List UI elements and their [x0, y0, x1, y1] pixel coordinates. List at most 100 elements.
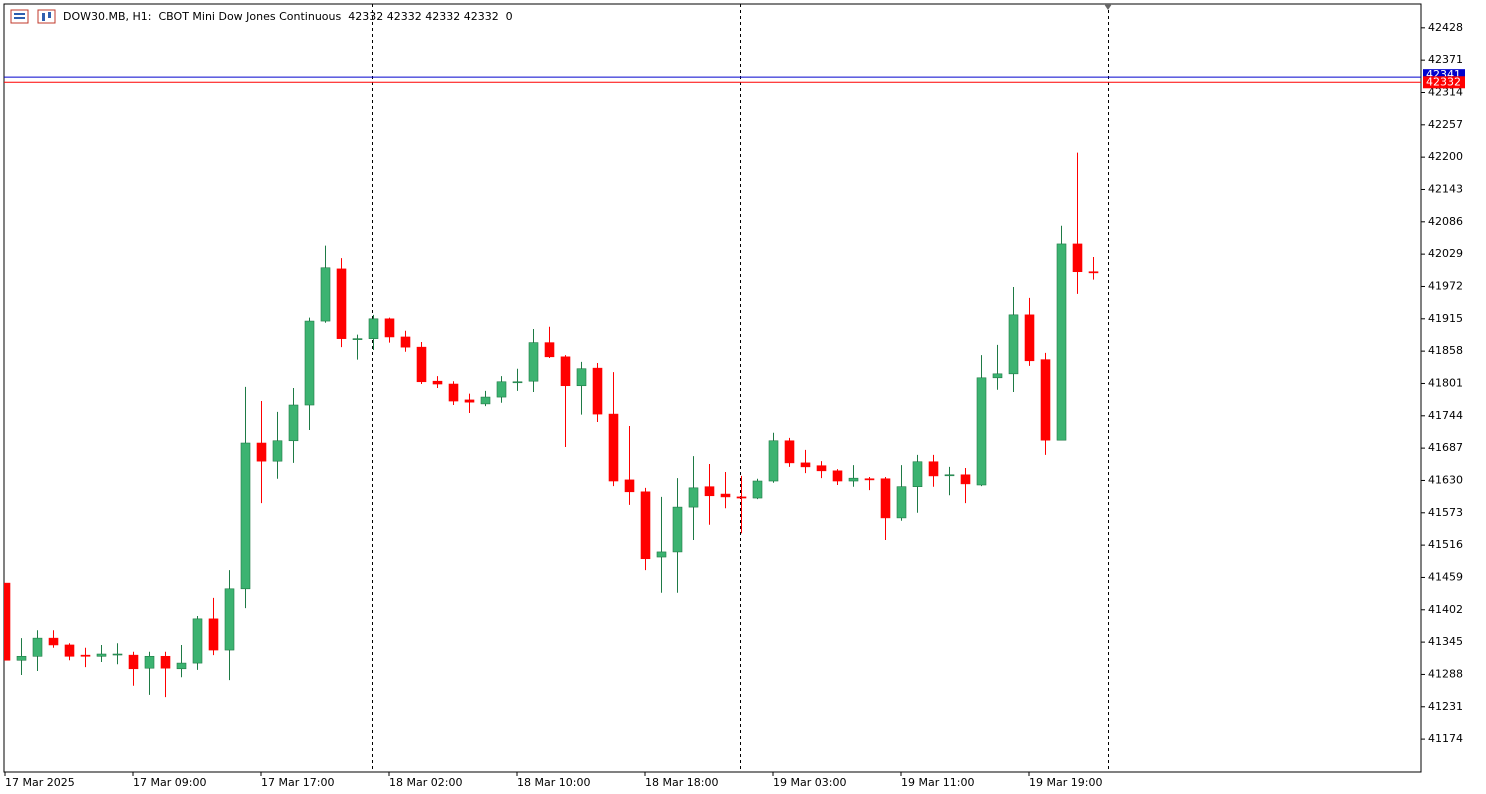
- candle-body: [208, 618, 219, 651]
- candle-body: [96, 653, 107, 657]
- y-tick-label: 41174: [1428, 732, 1463, 745]
- y-tick-label: 42371: [1428, 53, 1463, 66]
- candle-body: [464, 399, 475, 403]
- x-tick-label: 18 Mar 18:00: [645, 776, 718, 789]
- candle-body: [960, 474, 971, 485]
- x-tick-label: 18 Mar 02:00: [389, 776, 462, 789]
- candle-body: [112, 653, 123, 656]
- x-tick-label: 17 Mar 2025: [5, 776, 75, 789]
- x-tick-label: 19 Mar 03:00: [773, 776, 846, 789]
- candle-body: [512, 381, 523, 384]
- candle-body: [128, 654, 139, 670]
- candle-body: [240, 442, 251, 590]
- candle-body: [1072, 243, 1083, 273]
- icon: [48, 12, 51, 18]
- candle-body: [896, 486, 907, 519]
- candle-body: [448, 383, 459, 402]
- y-tick-label: 41345: [1428, 635, 1463, 648]
- candle-body: [272, 440, 283, 462]
- candle-body: [432, 380, 443, 385]
- y-tick-label: 41972: [1428, 279, 1463, 292]
- candle-body: [416, 346, 427, 383]
- plot-area: [3, 3, 1422, 773]
- y-tick-label: 41573: [1428, 506, 1463, 519]
- candle-body: [48, 637, 59, 646]
- candle-body: [368, 318, 379, 339]
- y-tick-label: 41630: [1428, 473, 1463, 486]
- candle-body: [992, 373, 1003, 379]
- bid-label: 42332: [1426, 75, 1461, 88]
- candle-body: [304, 320, 315, 406]
- y-tick-label: 41459: [1428, 570, 1463, 583]
- candle-body: [688, 487, 699, 508]
- y-tick-label: 41915: [1428, 312, 1463, 325]
- candle-body: [720, 493, 731, 498]
- y-tick-label: 42086: [1428, 215, 1463, 228]
- candle-body: [144, 655, 155, 669]
- candle-body: [912, 461, 923, 487]
- y-tick-label: 41231: [1428, 700, 1463, 713]
- current-time-marker: [1104, 4, 1112, 10]
- candle-body: [736, 496, 747, 499]
- candle-body: [64, 644, 75, 657]
- candle-body: [576, 368, 587, 387]
- candle-body: [16, 655, 27, 661]
- candle-body: [32, 637, 43, 657]
- y-tick-label: 41801: [1428, 376, 1463, 389]
- x-tick-label: 19 Mar 19:00: [1029, 776, 1102, 789]
- candle-body: [256, 442, 267, 462]
- y-tick-label: 42428: [1428, 21, 1463, 34]
- candle-body: [80, 654, 91, 657]
- y-tick-label: 42029: [1428, 247, 1463, 260]
- y-tick-label: 42257: [1428, 118, 1463, 131]
- candle-body: [160, 655, 171, 669]
- candle-body: [1056, 243, 1067, 441]
- candle-body: [944, 474, 955, 477]
- candle-body: [400, 336, 411, 348]
- candle-body: [784, 440, 795, 464]
- candle-body: [976, 377, 987, 486]
- y-tick-label: 41516: [1428, 538, 1463, 551]
- candle-body: [880, 478, 891, 519]
- candle-body: [336, 268, 347, 339]
- candle-body: [864, 478, 875, 481]
- icon: [42, 13, 45, 21]
- candle-body: [4, 582, 11, 661]
- candle-body: [1088, 271, 1099, 274]
- candle-body: [704, 486, 715, 497]
- y-tick-label: 42314: [1428, 85, 1463, 98]
- candle-body: [496, 381, 507, 398]
- candle-body: [384, 318, 395, 338]
- candle-body: [800, 462, 811, 468]
- candle-body: [672, 506, 683, 553]
- icon: [14, 17, 25, 19]
- candle-body: [816, 465, 827, 472]
- icon: [37, 9, 56, 24]
- candle-body: [176, 662, 187, 670]
- bid-label-box: [1423, 76, 1465, 89]
- y-tick-label: 41858: [1428, 344, 1463, 357]
- y-tick-label: 41288: [1428, 667, 1463, 680]
- candle-body: [608, 413, 619, 482]
- candle-body: [592, 367, 603, 415]
- candle-body: [224, 588, 235, 651]
- toolbar-icons: [10, 9, 56, 24]
- y-tick-label: 42200: [1428, 150, 1463, 163]
- y-tick-label: 41402: [1428, 603, 1463, 616]
- candle-body: [288, 404, 299, 442]
- candle-body: [656, 551, 667, 558]
- candle-body: [848, 477, 859, 482]
- candle-body: [544, 342, 555, 358]
- candle-body: [1040, 359, 1051, 441]
- y-tick-label: 41687: [1428, 441, 1463, 454]
- x-tick-label: 17 Mar 17:00: [261, 776, 334, 789]
- candle-body: [768, 440, 779, 482]
- candle-body: [640, 491, 651, 560]
- candle-body: [624, 479, 635, 493]
- candle-body: [480, 396, 491, 405]
- x-tick-label: 18 Mar 10:00: [517, 776, 590, 789]
- y-tick-label: 41744: [1428, 409, 1463, 422]
- x-tick-label: 17 Mar 09:00: [133, 776, 206, 789]
- candle-body: [320, 267, 331, 322]
